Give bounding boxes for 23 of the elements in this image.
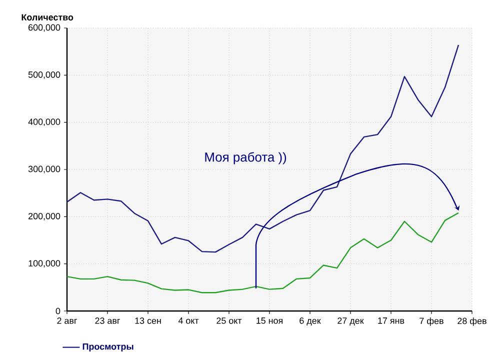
y-tick-label: 600,000 [28, 24, 60, 32]
line-series [66, 212, 460, 294]
line-series [66, 44, 460, 253]
x-tick-label: 17 янв [378, 318, 404, 324]
legend-label: Просмотры [82, 343, 134, 352]
y-tick-label: 0 [56, 308, 60, 314]
y-tick-label: 200,000 [28, 212, 60, 220]
x-tick-label: 28 фев [458, 318, 486, 326]
x-tick-label: 4 окт [178, 318, 199, 324]
x-tick-label: 6 дек [300, 318, 321, 326]
x-tick-label: 13 сен [135, 318, 161, 324]
x-tick-label: 27 дек [338, 318, 364, 326]
y-axis-title: Количество [22, 14, 74, 20]
annotation: Моя работа )) [205, 152, 286, 164]
x-tick-label: 23 авг [95, 318, 120, 324]
y-tick-label: 500,000 [28, 71, 60, 79]
x-tick-label: 2 авг [57, 318, 77, 324]
y-tick-label: 100,000 [28, 260, 60, 268]
y-tick-label: 300,000 [28, 166, 60, 174]
x-tick-label: 15 ноя [256, 318, 282, 324]
y-tick-label: 400,000 [28, 118, 60, 126]
x-tick-label: 25 окт [216, 318, 242, 324]
x-tick-label: 7 фев [420, 318, 444, 326]
